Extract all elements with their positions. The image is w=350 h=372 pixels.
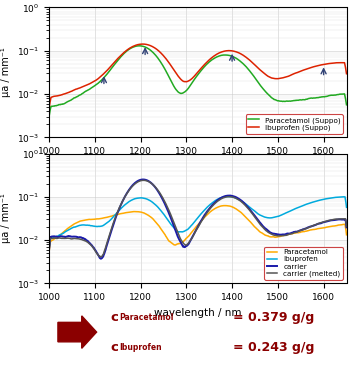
carrier bbox=[141, 177, 145, 182]
Paracetamol bbox=[182, 239, 186, 243]
carrier bbox=[246, 206, 251, 210]
Paracetamol bbox=[99, 216, 104, 221]
carrier bbox=[124, 192, 128, 197]
carrier bbox=[182, 245, 187, 249]
Text: = 0.379 g/g: = 0.379 g/g bbox=[233, 311, 315, 324]
Paracetamol (Suppo) bbox=[99, 78, 104, 82]
carrier bbox=[100, 256, 104, 260]
Paracetamol (Suppo) bbox=[124, 50, 128, 54]
Ibuprofen (Suppo) bbox=[141, 42, 145, 46]
carrier bbox=[47, 248, 51, 253]
Line: Ibuprofen: Ibuprofen bbox=[49, 196, 346, 249]
Line: Ibuprofen (Suppo): Ibuprofen (Suppo) bbox=[49, 44, 346, 109]
Ibuprofen (Suppo) bbox=[344, 71, 349, 76]
Ibuprofen (Suppo) bbox=[271, 76, 275, 81]
Line: Paracetamol (Suppo): Paracetamol (Suppo) bbox=[49, 46, 346, 117]
Text: Paracetamol: Paracetamol bbox=[119, 313, 173, 322]
carrier (melted) bbox=[344, 224, 349, 229]
carrier bbox=[99, 256, 103, 261]
Text: $\mathbf{c}$: $\mathbf{c}$ bbox=[110, 311, 119, 324]
Paracetamol bbox=[344, 232, 349, 237]
Ibuprofen bbox=[99, 224, 104, 228]
X-axis label: wavelength / nm: wavelength / nm bbox=[154, 161, 242, 171]
Paracetamol (Suppo) bbox=[223, 53, 227, 57]
Ibuprofen bbox=[246, 204, 250, 208]
carrier bbox=[223, 194, 228, 198]
Ibuprofen bbox=[182, 229, 186, 234]
Y-axis label: μa / mm⁻¹: μa / mm⁻¹ bbox=[1, 193, 12, 243]
Paracetamol bbox=[271, 234, 275, 239]
carrier (melted) bbox=[182, 242, 187, 247]
Paracetamol (Suppo) bbox=[182, 90, 186, 94]
Y-axis label: μa / mm⁻¹: μa / mm⁻¹ bbox=[1, 48, 12, 97]
Ibuprofen (Suppo) bbox=[47, 107, 51, 111]
carrier (melted) bbox=[99, 254, 103, 259]
carrier bbox=[272, 231, 276, 236]
Ibuprofen bbox=[226, 194, 230, 199]
Paracetamol (Suppo) bbox=[246, 67, 250, 71]
Paracetamol (Suppo) bbox=[137, 44, 141, 48]
Paracetamol (Suppo) bbox=[344, 103, 349, 107]
carrier (melted) bbox=[124, 193, 128, 197]
Ibuprofen (Suppo) bbox=[99, 73, 104, 78]
Paracetamol bbox=[246, 217, 250, 222]
Ibuprofen (Suppo) bbox=[124, 49, 128, 54]
Ibuprofen bbox=[124, 202, 128, 206]
Paracetamol (Suppo) bbox=[271, 97, 275, 101]
Ibuprofen bbox=[271, 215, 275, 220]
Text: = 0.243 g/g: = 0.243 g/g bbox=[233, 340, 315, 353]
Paracetamol bbox=[223, 203, 227, 208]
Legend: Paracetamol, Ibuprofen, carrier, carrier (melted): Paracetamol, Ibuprofen, carrier, carrier… bbox=[264, 247, 343, 280]
Legend: Paracetamol (Suppo), Ibuprofen (Suppo): Paracetamol (Suppo), Ibuprofen (Suppo) bbox=[246, 115, 343, 134]
Line: carrier (melted): carrier (melted) bbox=[49, 180, 346, 257]
Paracetamol bbox=[124, 211, 128, 215]
Line: Paracetamol: Paracetamol bbox=[49, 206, 346, 253]
Paracetamol (Suppo) bbox=[47, 115, 51, 119]
Ibuprofen bbox=[47, 247, 51, 251]
carrier (melted) bbox=[142, 178, 146, 183]
X-axis label: wavelength / nm: wavelength / nm bbox=[154, 308, 242, 318]
Ibuprofen (Suppo) bbox=[246, 57, 250, 61]
carrier (melted) bbox=[246, 207, 251, 211]
Ibuprofen (Suppo) bbox=[182, 79, 186, 84]
Text: $\mathbf{c}$: $\mathbf{c}$ bbox=[110, 340, 119, 353]
Ibuprofen (Suppo) bbox=[223, 49, 227, 53]
carrier (melted) bbox=[223, 195, 228, 199]
carrier bbox=[344, 225, 349, 230]
FancyArrow shape bbox=[58, 316, 97, 348]
Ibuprofen bbox=[344, 205, 349, 209]
Ibuprofen bbox=[222, 195, 226, 199]
Line: carrier: carrier bbox=[49, 179, 346, 259]
carrier (melted) bbox=[272, 233, 276, 237]
Paracetamol bbox=[47, 250, 51, 255]
Paracetamol bbox=[222, 203, 226, 208]
carrier (melted) bbox=[47, 249, 51, 253]
Text: Ibuprofen: Ibuprofen bbox=[119, 343, 162, 352]
carrier (melted) bbox=[100, 254, 104, 258]
